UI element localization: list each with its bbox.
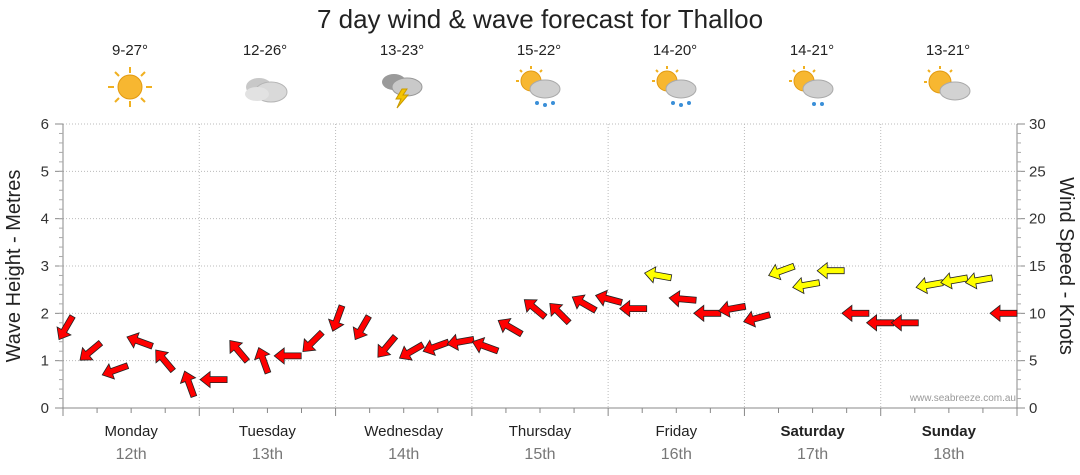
y-tick-label-right: 20 (1029, 211, 1046, 228)
wind-arrow (229, 339, 251, 364)
wind-arrow (841, 304, 870, 323)
y-tick-label-left: 5 (41, 163, 49, 180)
wind-arrow (126, 332, 154, 350)
wind-arrow (273, 347, 302, 365)
chart-grid (63, 123, 1017, 408)
day-name: Monday (104, 423, 158, 440)
weather-day: 12-26° (225, 42, 305, 109)
wind-arrow (964, 272, 994, 290)
wind-arrow (497, 318, 524, 338)
wind-arrow (56, 314, 76, 341)
chart-title: 7 day wind & wave forecast for Thalloo (316, 4, 764, 34)
wind-arrows (56, 261, 1018, 399)
day-date: 15th (524, 446, 555, 463)
wind-arrow (619, 299, 648, 318)
wind-arrow (79, 339, 104, 361)
wind-arrow (471, 336, 500, 355)
wind-arrow (643, 266, 673, 284)
sun-cloud-rain-icon (652, 66, 697, 107)
wind-arrow (101, 362, 130, 380)
day-labels: Monday 12th Tuesday 13th Wednesday 14th Thursd… (104, 423, 976, 463)
y-tick-label-right: 0 (1029, 400, 1037, 417)
temperature-range: 13-21° (925, 42, 971, 59)
y-tick-label-left: 1 (41, 353, 49, 370)
wind-arrow (890, 313, 919, 332)
wind-arrow (989, 304, 1018, 323)
y-tick-label-right: 15 (1029, 258, 1046, 275)
y-tick-label-right: 25 (1029, 163, 1046, 180)
y-tick-label-left: 6 (41, 116, 49, 133)
wind-arrow (865, 313, 894, 332)
chart-axes: 0 1 2 3 4 5 6 0 5 10 15 20 25 30 (41, 116, 1046, 417)
weather-day: 14-20° (635, 42, 715, 109)
wind-arrow (523, 299, 548, 320)
temperature-range: 15-22° (516, 42, 562, 59)
wind-arrow (253, 346, 272, 375)
sun-cloud-rain-icon (516, 66, 561, 107)
day-date: 13th (252, 446, 283, 463)
wind-arrow (179, 370, 198, 399)
weather-day: 15-22° (499, 42, 579, 109)
y-axis-label-left: Wave Height - Metres (3, 170, 25, 363)
day-date: 17th (797, 446, 828, 463)
day-name: Tuesday (239, 423, 296, 440)
y-axis-label-right: Wind Speed - Knots (1055, 177, 1077, 355)
storm-icon (382, 74, 423, 109)
wind-arrow (199, 370, 228, 389)
wind-arrow (816, 261, 845, 280)
day-date: 16th (661, 446, 692, 463)
temperature-range: 13-23° (379, 42, 425, 59)
temperature-range: 14-20° (652, 42, 698, 59)
wind-arrow (549, 302, 572, 326)
y-tick-label-right: 5 (1029, 353, 1037, 370)
day-name: Friday (655, 423, 697, 440)
wind-arrow (327, 304, 346, 332)
wind-arrow (718, 300, 747, 318)
wind-arrow (352, 314, 372, 341)
weather-day: 13-23° (362, 42, 442, 109)
wind-arrow (743, 310, 772, 328)
y-tick-label-left: 0 (41, 400, 49, 417)
temperature-range: 9-27° (111, 42, 149, 59)
day-date: 14th (388, 446, 419, 463)
wind-arrow (668, 289, 697, 308)
wind-arrow (155, 349, 176, 374)
wind-arrow (940, 272, 969, 290)
y-tick-label-right: 10 (1029, 305, 1046, 322)
wind-arrow (422, 338, 451, 357)
y-tick-label-left: 3 (41, 258, 49, 275)
wind-arrow (594, 289, 623, 307)
y-tick-label-left: 2 (41, 305, 49, 322)
weather-day: 9-27° (90, 42, 170, 109)
cloud-icon (245, 78, 288, 103)
temperature-range: 14-21° (789, 42, 835, 59)
wind-arrow (377, 334, 399, 358)
sun-cloud-rain-icon (789, 66, 834, 106)
day-name: Thursday (509, 423, 572, 440)
wind-arrow (302, 329, 325, 353)
y-tick-label-right: 30 (1029, 116, 1046, 133)
wind-arrow (571, 294, 598, 314)
day-name: Wednesday (364, 423, 443, 440)
wind-arrow (915, 276, 944, 295)
sun-cloud-icon (924, 66, 971, 101)
weather-day: 13-21° (908, 42, 988, 109)
credit-text: www.seabreeze.com.au (909, 393, 1016, 404)
day-date: 12th (116, 446, 147, 463)
wind-arrow (398, 341, 425, 361)
wind-arrow (792, 276, 821, 295)
day-name: Saturday (780, 423, 845, 440)
wind-arrow (768, 262, 796, 281)
sun-icon (108, 67, 152, 107)
y-tick-label-left: 4 (41, 211, 49, 228)
weather-day: 14-21° (772, 42, 852, 109)
temperature-range: 12-26° (242, 42, 288, 59)
wind-arrow (446, 333, 475, 352)
wind-arrow (693, 304, 722, 323)
day-name: Sunday (922, 423, 977, 440)
day-date: 18th (933, 446, 964, 463)
